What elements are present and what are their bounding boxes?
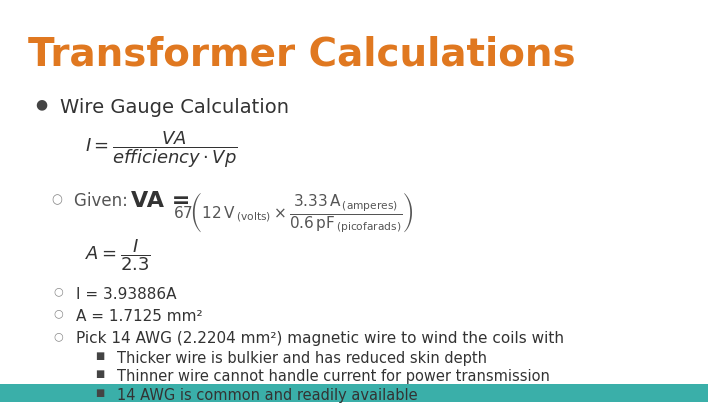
- Text: 14 AWG is common and readily available: 14 AWG is common and readily available: [117, 388, 418, 403]
- Text: Transformer Calculations: Transformer Calculations: [28, 36, 576, 74]
- Text: ○: ○: [51, 193, 62, 206]
- Text: ○: ○: [53, 309, 63, 319]
- Text: Pick 14 AWG (2.2204 mm²) magnetic wire to wind the coils with: Pick 14 AWG (2.2204 mm²) magnetic wire t…: [76, 331, 564, 346]
- Text: A = 1.7125 mm²: A = 1.7125 mm²: [76, 309, 203, 324]
- Text: Wire Gauge Calculation: Wire Gauge Calculation: [60, 98, 289, 117]
- Text: ○: ○: [53, 331, 63, 341]
- Text: ■: ■: [96, 388, 105, 398]
- FancyBboxPatch shape: [0, 384, 708, 402]
- Text: Thicker wire is bulkier and has reduced skin depth: Thicker wire is bulkier and has reduced …: [117, 351, 487, 366]
- Text: I = 3.93886A: I = 3.93886A: [76, 287, 177, 302]
- Text: $A = \dfrac{I}{2.3}$: $A = \dfrac{I}{2.3}$: [85, 237, 151, 273]
- Text: Given:: Given:: [74, 192, 133, 210]
- Text: ■: ■: [96, 351, 105, 361]
- Text: ■: ■: [96, 369, 105, 379]
- Text: VA =: VA =: [131, 191, 190, 211]
- Text: Thinner wire cannot handle current for power transmission: Thinner wire cannot handle current for p…: [117, 369, 549, 384]
- Text: $67\!\left(12\,\mathrm{V}_{\,\mathrm{(volts)}} \times \dfrac{3.33\,\mathrm{A}_{\: $67\!\left(12\,\mathrm{V}_{\,\mathrm{(vo…: [174, 191, 414, 235]
- Text: $I = \dfrac{VA}{efficiency \cdot Vp}$: $I = \dfrac{VA}{efficiency \cdot Vp}$: [85, 129, 238, 170]
- Text: ●: ●: [35, 98, 48, 111]
- Text: ○: ○: [53, 287, 63, 296]
